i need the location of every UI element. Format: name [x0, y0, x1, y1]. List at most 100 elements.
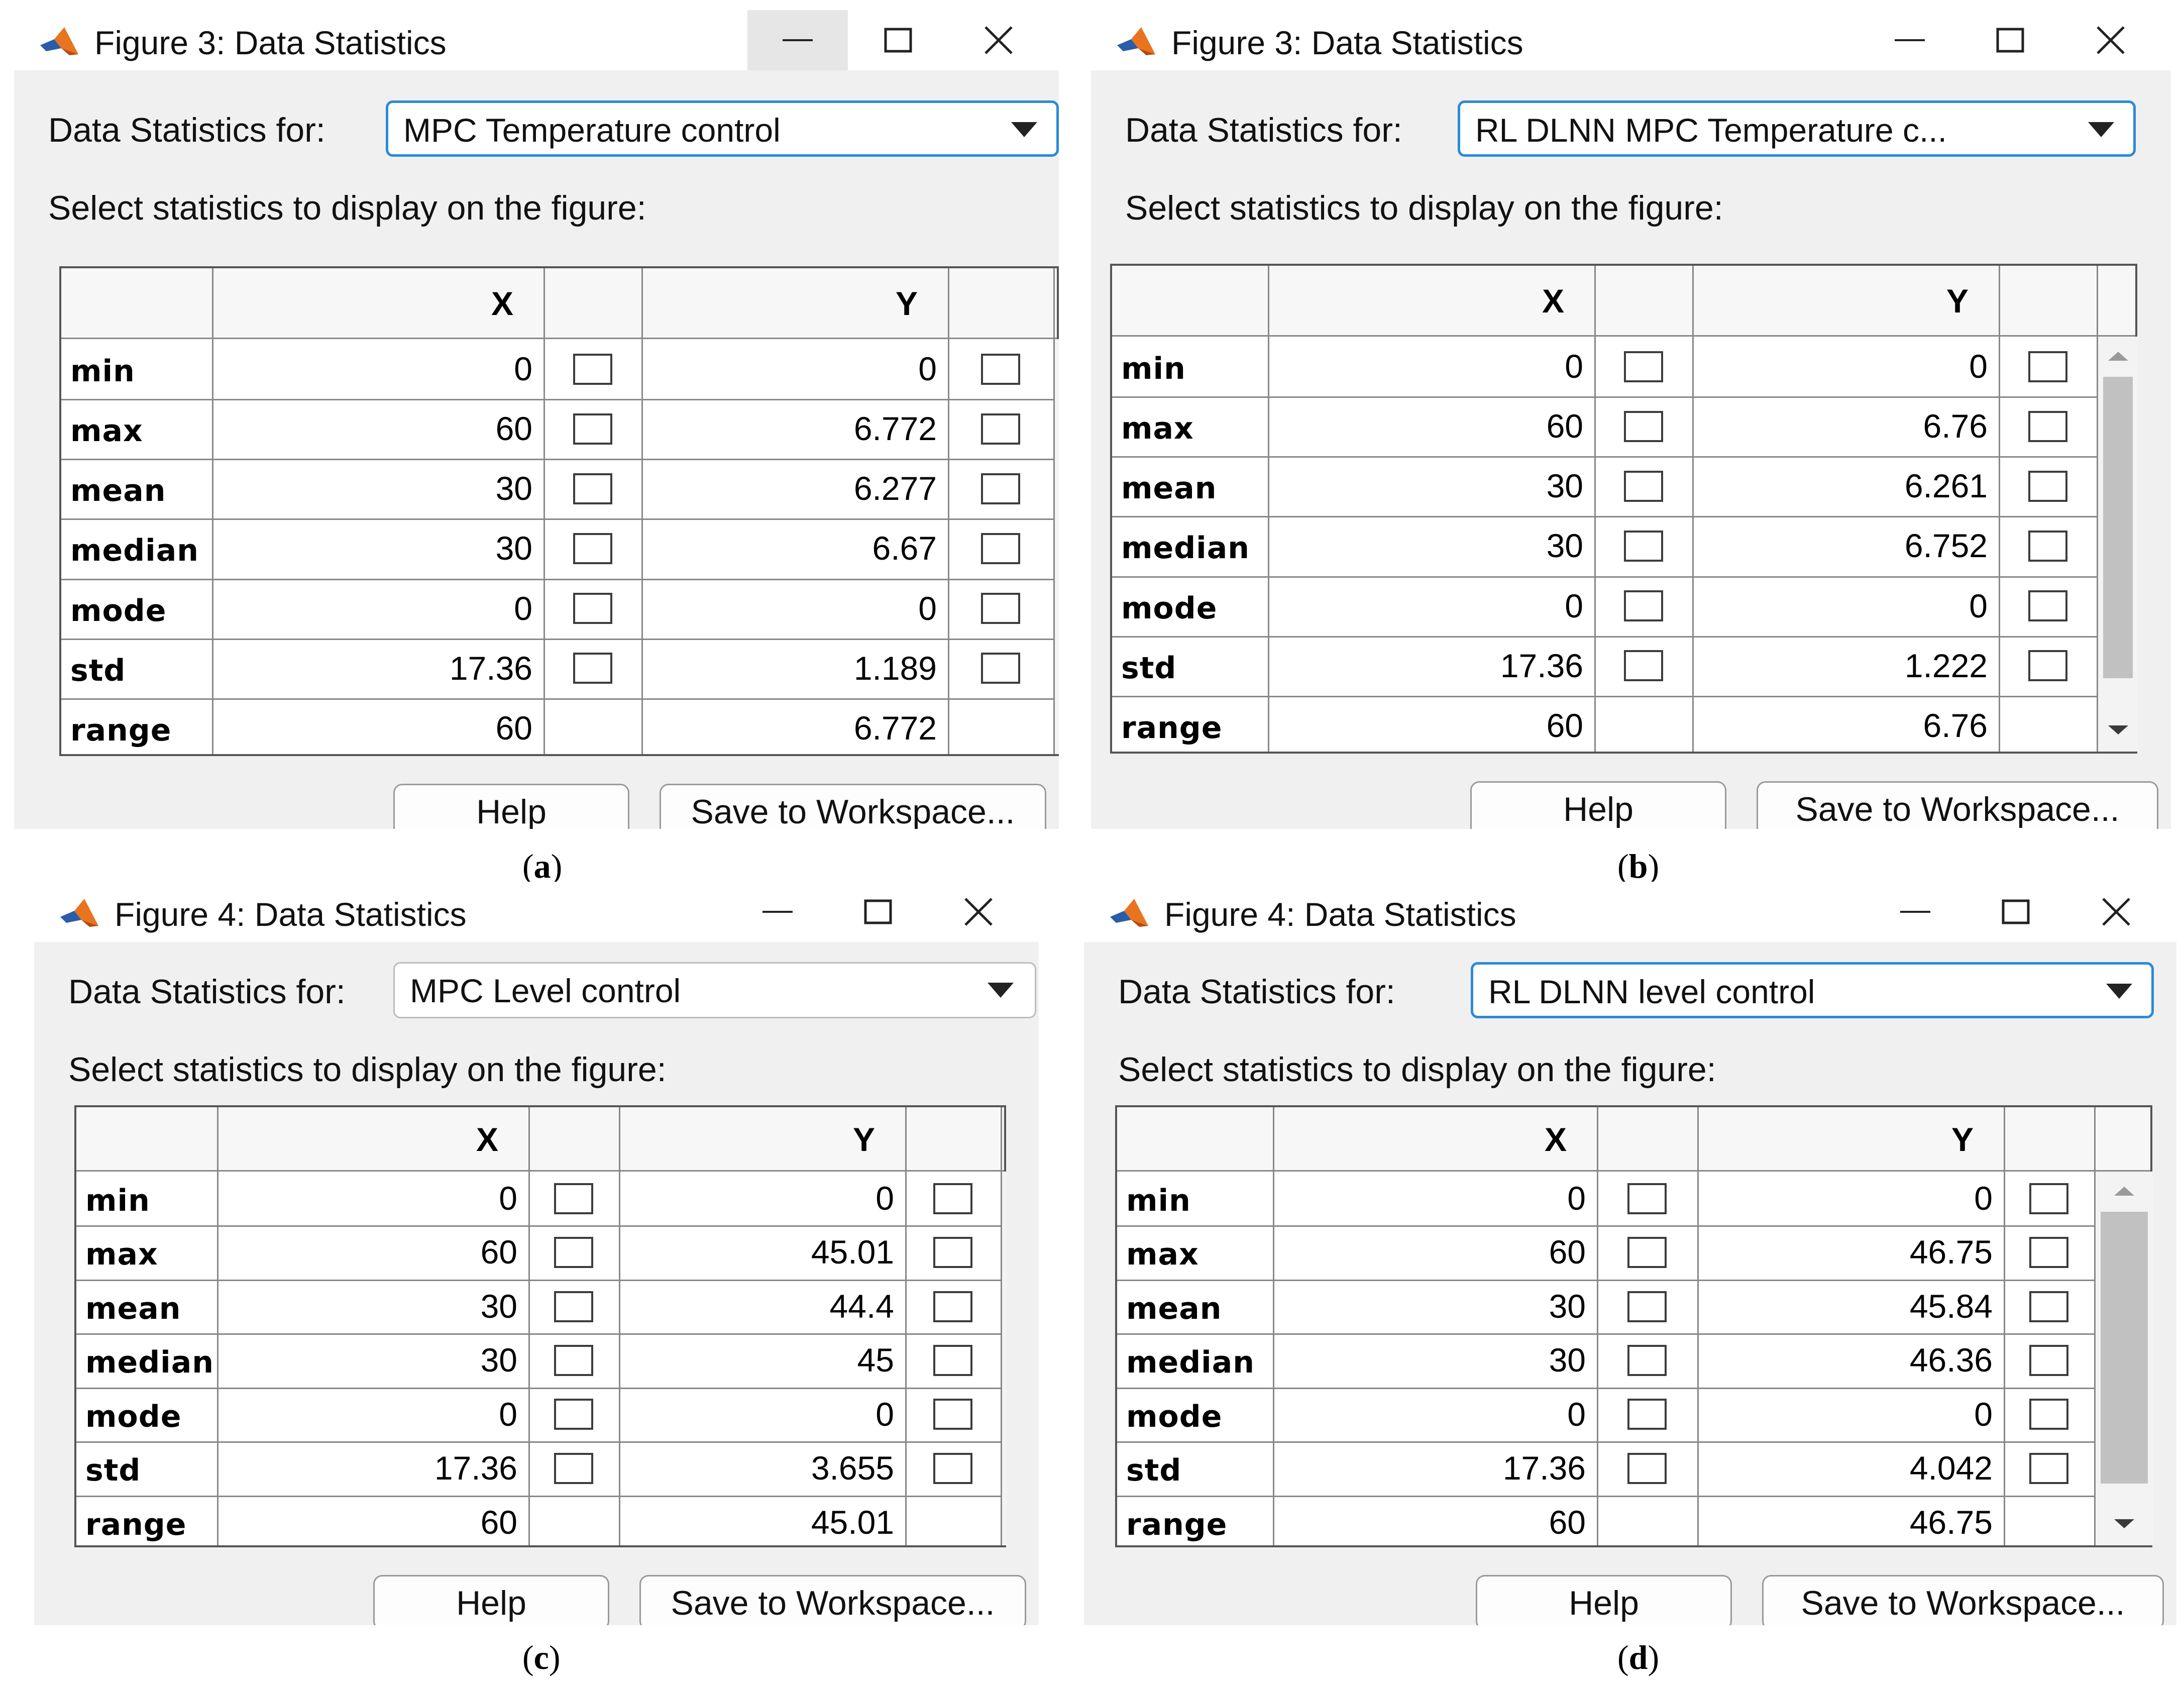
scrollbar-thumb[interactable] [2103, 377, 2133, 679]
x-value-mode: 0 [514, 589, 532, 627]
x-checkbox-min[interactable] [1623, 351, 1663, 382]
scroll-up-arrow-icon[interactable] [2114, 1187, 2134, 1196]
save-to-workspace-button[interactable]: Save to Workspace... [1762, 1575, 2164, 1625]
help-button[interactable]: Help [1470, 781, 1726, 829]
row-divider [1112, 396, 2097, 398]
row-label-mode: mode [1126, 1399, 1223, 1434]
scroll-up-arrow-icon[interactable] [2108, 352, 2128, 361]
x-checkbox-max[interactable] [554, 1237, 593, 1269]
y-checkbox-median[interactable] [2028, 531, 2067, 562]
close-button[interactable] [2060, 10, 2161, 70]
close-button[interactable] [2066, 882, 2166, 942]
matlab-logo-icon [1109, 897, 1149, 929]
x-value-median: 30 [480, 1341, 517, 1379]
y-checkbox-std[interactable] [933, 1452, 972, 1484]
x-checkbox-median[interactable] [1627, 1345, 1667, 1376]
y-value-range: 6.772 [853, 709, 937, 747]
title-bar: Figure 3: Data Statistics [14, 10, 1059, 70]
vertical-scrollbar[interactable] [2098, 337, 2138, 752]
y-checkbox-max[interactable] [2029, 1237, 2068, 1269]
x-checkbox-max[interactable] [1623, 410, 1663, 442]
x-checkbox-min[interactable] [573, 353, 612, 385]
y-checkbox-median[interactable] [933, 1345, 972, 1376]
y-checkbox-mean[interactable] [981, 473, 1020, 504]
y-value-min: 0 [1974, 1180, 1993, 1217]
y-checkbox-std[interactable] [2029, 1452, 2068, 1484]
x-checkbox-mode[interactable] [573, 593, 612, 624]
vertical-scrollbar[interactable] [1055, 339, 1059, 754]
x-checkbox-mode[interactable] [1623, 590, 1663, 622]
minimize-button[interactable] [1865, 882, 1965, 942]
save-to-workspace-button[interactable]: Save to Workspace... [639, 1575, 1026, 1625]
y-checkbox-median[interactable] [981, 533, 1020, 564]
x-checkbox-max[interactable] [573, 413, 612, 445]
column-header-x: X [1544, 1121, 1567, 1158]
x-checkbox-max[interactable] [1627, 1237, 1667, 1269]
x-checkbox-mean[interactable] [1627, 1291, 1667, 1322]
y-checkbox-min[interactable] [981, 353, 1020, 385]
y-checkbox-std[interactable] [2028, 650, 2067, 682]
x-checkbox-median[interactable] [573, 533, 612, 564]
y-checkbox-mode[interactable] [981, 593, 1020, 624]
y-checkbox-max[interactable] [981, 413, 1020, 445]
x-checkbox-min[interactable] [554, 1183, 593, 1214]
y-value-range: 45.01 [811, 1503, 894, 1541]
x-checkbox-median[interactable] [554, 1345, 593, 1376]
y-checkbox-min[interactable] [2029, 1183, 2068, 1214]
x-checkbox-mean[interactable] [554, 1291, 593, 1322]
dataset-dropdown[interactable]: RL DLNN MPC Temperature c... [1458, 100, 2136, 157]
x-checkbox-std[interactable] [1627, 1452, 1667, 1484]
save-to-workspace-button[interactable]: Save to Workspace... [660, 784, 1046, 829]
minimize-button[interactable] [747, 10, 848, 70]
x-checkbox-mean[interactable] [1623, 470, 1663, 502]
y-checkbox-max[interactable] [2028, 410, 2067, 442]
dataset-dropdown-value: MPC Temperature control [403, 112, 781, 149]
maximize-button[interactable] [1960, 10, 2060, 70]
y-checkbox-min[interactable] [2028, 351, 2067, 382]
x-checkbox-std[interactable] [1623, 650, 1663, 682]
y-checkbox-mode[interactable] [933, 1399, 972, 1430]
x-value-min: 0 [1567, 1180, 1586, 1217]
y-checkbox-mean[interactable] [933, 1291, 972, 1322]
y-checkbox-mode[interactable] [2029, 1399, 2068, 1430]
y-checkbox-std[interactable] [981, 653, 1020, 684]
y-checkbox-max[interactable] [933, 1237, 972, 1269]
x-checkbox-std[interactable] [573, 653, 612, 684]
y-checkbox-mean[interactable] [2028, 470, 2067, 502]
minimize-button[interactable] [727, 882, 828, 942]
y-checkbox-median[interactable] [2029, 1345, 2068, 1376]
minimize-button[interactable] [1860, 10, 1960, 70]
x-checkbox-mode[interactable] [1627, 1399, 1667, 1430]
help-button[interactable]: Help [373, 1575, 609, 1625]
y-value-std: 1.189 [853, 649, 937, 687]
dataset-dropdown[interactable]: MPC Temperature control [386, 100, 1059, 157]
x-checkbox-mean[interactable] [573, 473, 612, 504]
y-checkbox-mode[interactable] [2028, 590, 2067, 622]
row-label-max: max [70, 413, 143, 449]
x-checkbox-median[interactable] [1623, 531, 1663, 562]
maximize-button[interactable] [848, 10, 948, 70]
y-checkbox-mean[interactable] [2029, 1291, 2068, 1322]
scroll-down-arrow-icon[interactable] [2108, 725, 2128, 734]
help-button[interactable]: Help [393, 784, 629, 829]
row-label-std: std [1121, 650, 1177, 686]
column-divider [1697, 1107, 1699, 1545]
y-checkbox-min[interactable] [933, 1183, 972, 1214]
scrollbar-thumb[interactable] [2101, 1212, 2148, 1484]
vertical-scrollbar[interactable] [2096, 1172, 2153, 1545]
save-to-workspace-button[interactable]: Save to Workspace... [1757, 781, 2158, 829]
maximize-button[interactable] [828, 882, 928, 942]
dataset-dropdown[interactable]: RL DLNN level control [1471, 962, 2154, 1018]
dataset-dropdown[interactable]: MPC Level control [393, 962, 1036, 1018]
x-checkbox-mode[interactable] [554, 1399, 593, 1430]
x-checkbox-min[interactable] [1627, 1183, 1667, 1214]
close-button[interactable] [948, 10, 1049, 70]
select-statistics-label: Select statistics to display on the figu… [1118, 1050, 1716, 1089]
help-button[interactable]: Help [1476, 1575, 1732, 1625]
vertical-scrollbar[interactable] [1002, 1172, 1007, 1545]
scroll-down-arrow-icon[interactable] [2114, 1519, 2134, 1528]
maximize-button[interactable] [1965, 882, 2066, 942]
close-button[interactable] [928, 882, 1029, 942]
x-checkbox-std[interactable] [554, 1452, 593, 1484]
data-statistics-window: Figure 3: Data Statistics Data Statistics… [1091, 10, 2171, 829]
